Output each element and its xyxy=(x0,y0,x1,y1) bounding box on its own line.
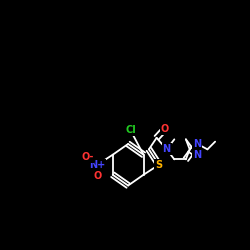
Text: O-: O- xyxy=(81,152,94,162)
Text: O: O xyxy=(161,124,169,134)
Text: N: N xyxy=(162,144,171,154)
Text: Cl: Cl xyxy=(125,125,136,135)
Text: S: S xyxy=(155,160,162,170)
Text: N+: N+ xyxy=(89,160,106,170)
Text: N: N xyxy=(193,150,202,160)
Text: O: O xyxy=(93,171,102,181)
Text: N: N xyxy=(193,139,202,149)
